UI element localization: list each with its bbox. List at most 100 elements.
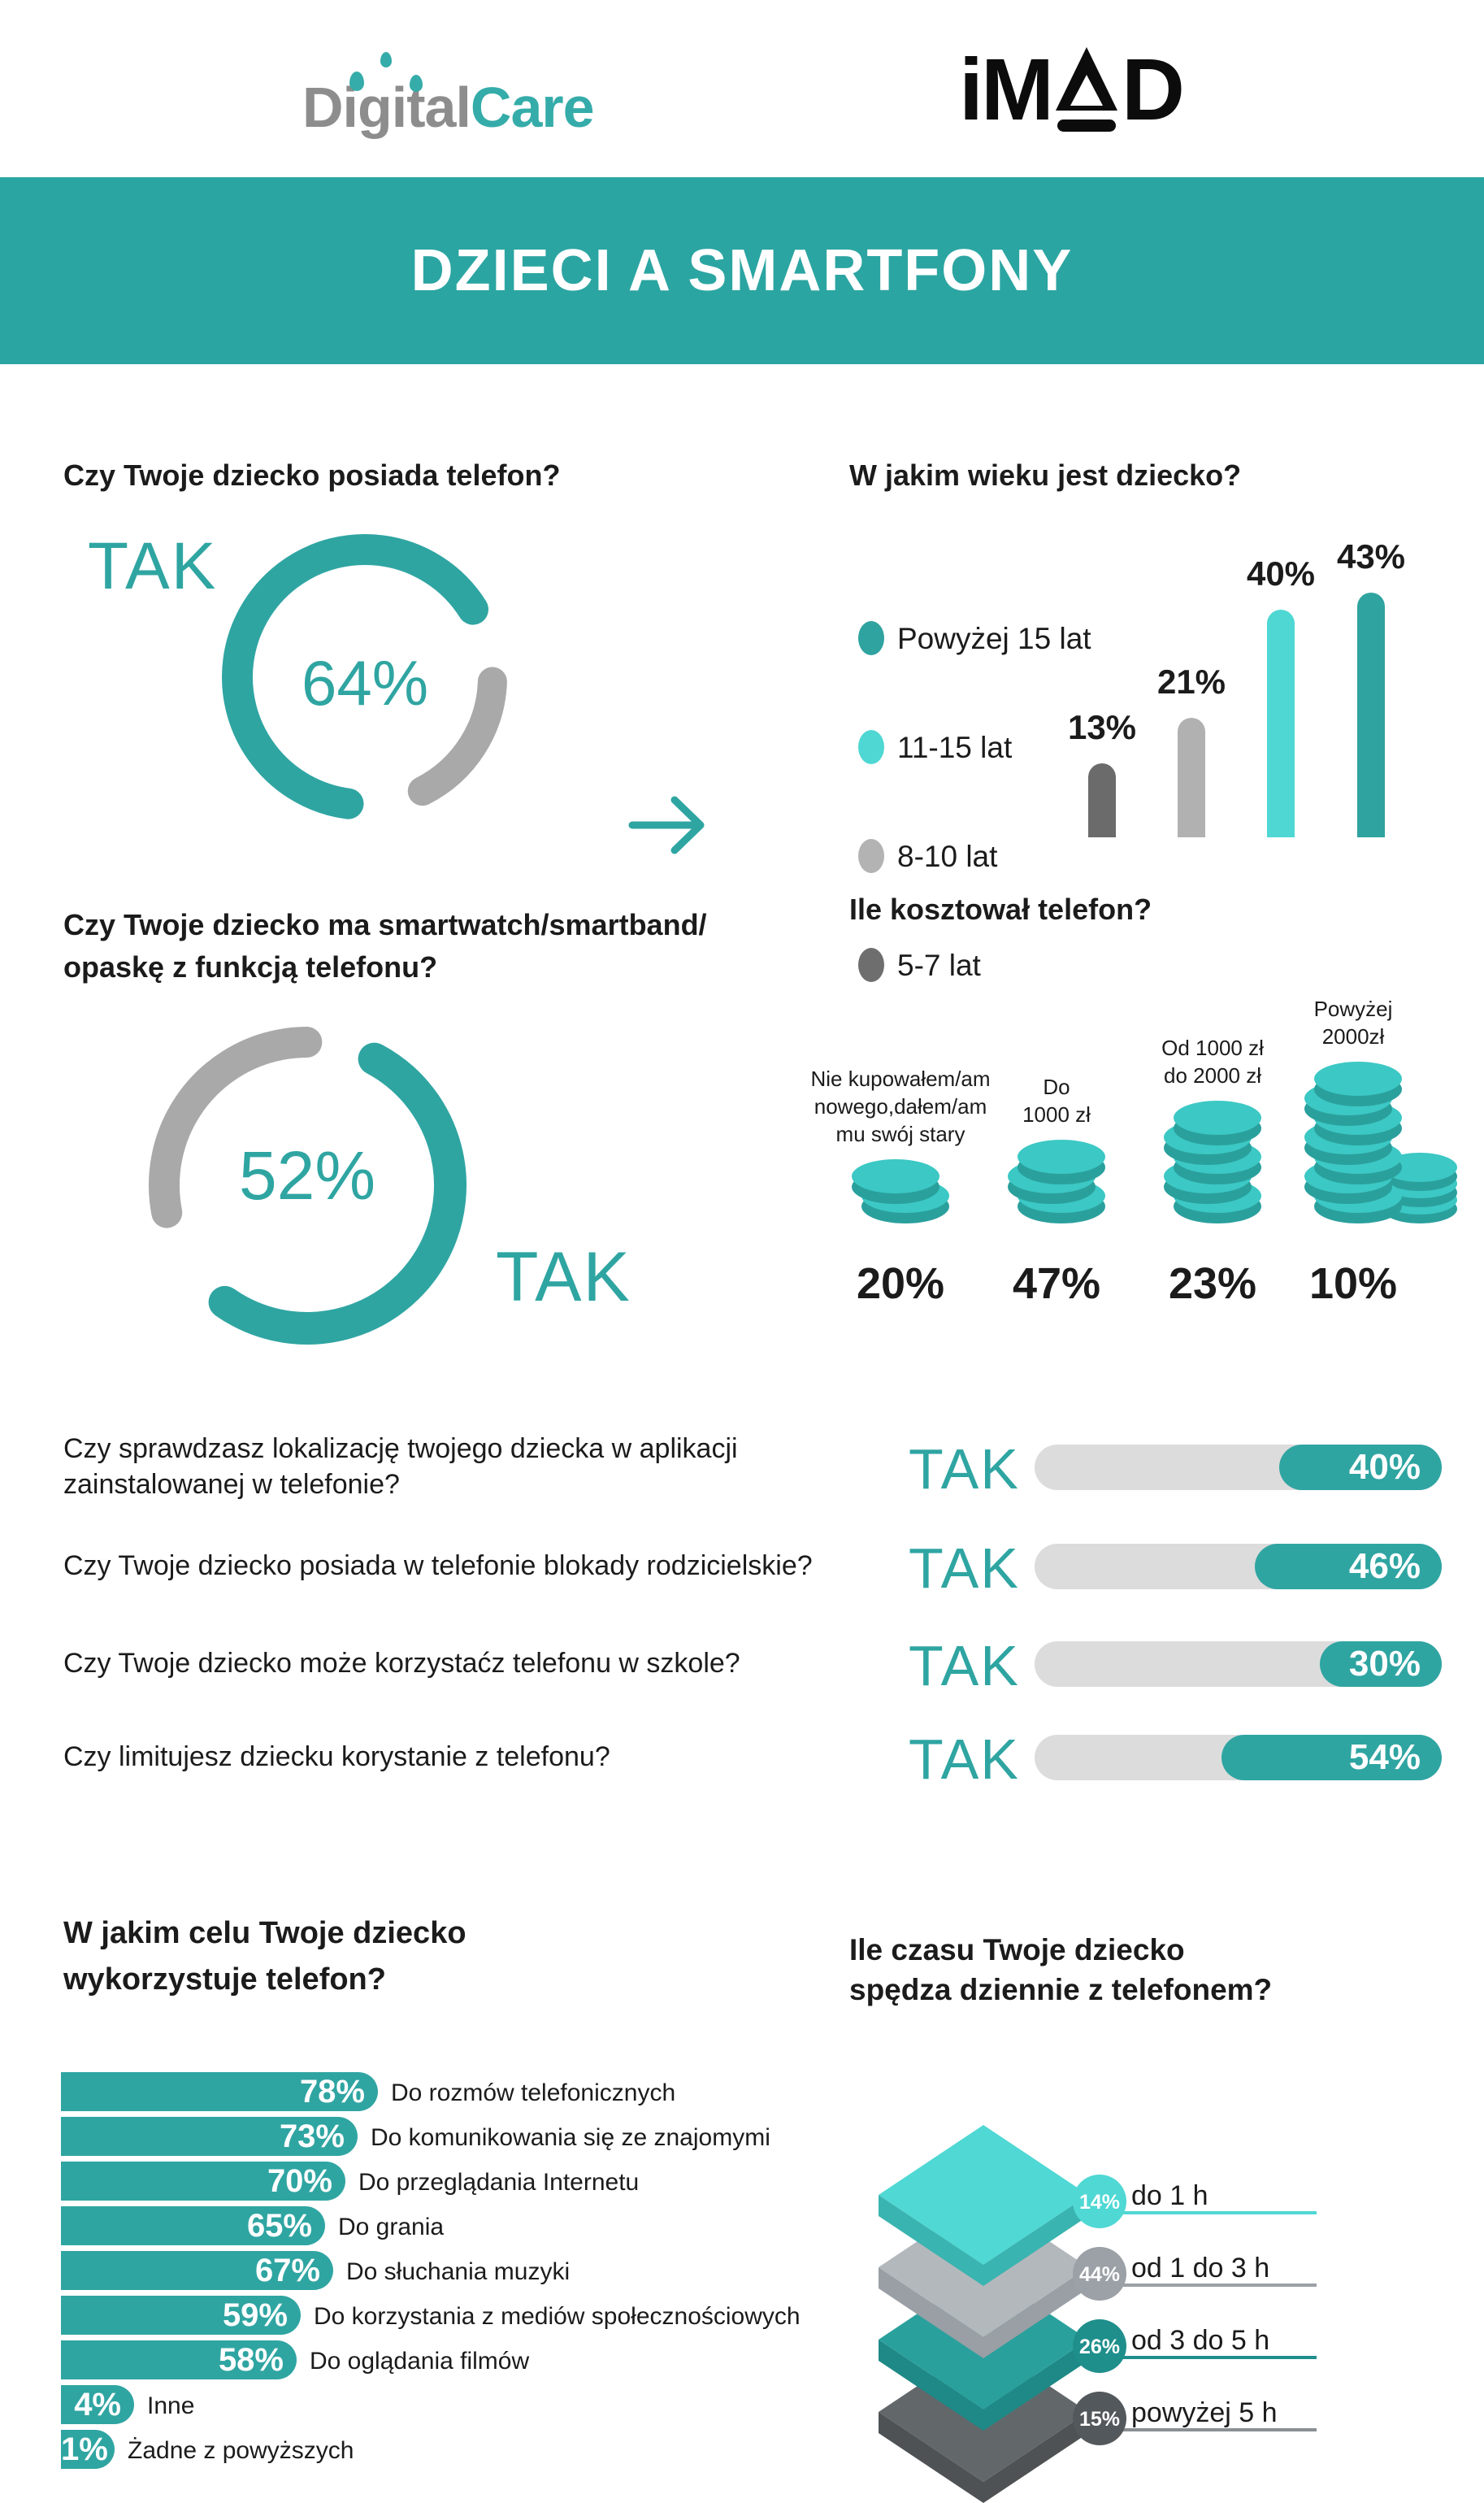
question-purpose-line1: W jakim celu Twoje dziecko [63,1916,466,1950]
cost-label-line: Powyżej [1313,997,1393,1021]
cost-label-line: do 2000 zł [1164,1063,1261,1088]
imad-triangle-inner [1070,75,1103,106]
purpose-bar-label-4: Do słuchania muzyki [346,2258,571,2285]
question-purpose-line2: wykorzystuje telefon? [63,1962,386,1997]
age-bar-1 [1178,718,1205,837]
time-row-circle-3 [1073,2392,1126,2445]
question-time-line2: spędza dziennie z telefonem? [849,1973,1273,2006]
age-legend-dot-1 [858,730,884,764]
age-legend-dot-2 [858,839,884,873]
purpose-bar-label-6: Do oglądania filmów [310,2348,530,2375]
cost-coin [1314,1062,1402,1106]
age-legend-dot-3 [858,948,884,982]
cost-label-2: Od 1000 zł do 2000 zł [1091,1034,1334,1089]
time-layer-side-right-2 [983,2340,1088,2431]
purpose-bar-0: 78% [61,2072,378,2111]
arrow-right-icon [628,796,705,854]
time-layer-side-right-3 [983,2412,1088,2503]
phone-donut-tak-label: TAK [88,529,218,603]
purpose-bar-label-7: Inne [147,2392,195,2419]
question-time-line1: Ile czasu Twoje dziecko [849,1933,1185,1966]
yes-question-line: Czy limitujesz dziecku korystanie z tele… [63,1741,610,1772]
purpose-bar-4: 67% [61,2251,333,2290]
yes-tak-label-2: TAK [909,1634,1020,1697]
time-row-label-3: powyżej 5 h [1131,2397,1278,2428]
smartwatch-donut-tak-label: TAK [496,1238,631,1316]
phone-donut-rest-arc [223,535,507,819]
imad-logo-d: D [1121,40,1185,138]
purpose-bar-7: 4% [61,2385,134,2424]
question-smartwatch-heading: Czy Twoje dziecko ma smartwatch/smartban… [63,904,707,989]
age-bar-2 [1267,610,1295,837]
coin-top-face [1018,1140,1105,1174]
yes-fill-3: 54% [1221,1735,1442,1780]
coin-top-face [852,1159,939,1193]
age-legend-label-0: Powyżej 15 lat [897,622,1091,655]
yes-track-1: 46% [1035,1544,1442,1589]
phone-donut-chart [222,534,508,820]
title-band: DZIECI A SMARTFONY [0,177,1484,364]
yes-question-line: zainstalowanej w telefonie? [63,1469,400,1500]
purpose-bar-label-1: Do komunikowania się ze znajomymi [371,2124,770,2151]
age-legend-label-1: 11-15 lat [897,731,1013,764]
smartwatch-donut-rest-arc [149,1027,466,1345]
question-smartwatch-line2: opaskę z funkcją telefonu? [63,950,438,984]
smartwatch-donut-chart [148,1026,466,1345]
time-row-line-2 [1097,2356,1317,2359]
time-row-line-1 [1097,2284,1317,2287]
phone-donut-value-arc [222,534,508,820]
cost-label-line: Nie kupowałem/am [810,1067,991,1091]
yes-question-3: Czy limitujesz dziecku korystanie z tele… [63,1739,900,1775]
time-row-label-2: od 3 do 5 h [1131,2325,1269,2356]
purpose-bar-2: 70% [61,2162,345,2201]
purpose-bar-label-5: Do korzystania z mediów społecznościowyc… [314,2303,801,2330]
purpose-bar-5: 59% [61,2296,301,2335]
time-layer-diagram: 14% do 1 h 44% od 1 do 3 h 26% od 3 do 5 h 15%… [879,2125,1317,2503]
digitalcare-drop-icon [349,72,364,91]
cost-coin [852,1159,939,1204]
smartwatch-donut-percent: 52% [238,1137,376,1214]
yes-question-1: Czy Twoje dziecko posiada w telefonie bl… [63,1548,900,1584]
age-bar-value-0: 13% [1067,708,1137,746]
time-row-percent-2: 26% [1079,2336,1120,2358]
cost-label-line: Od 1000 zł [1161,1036,1264,1060]
time-row-percent-1: 44% [1079,2263,1120,2286]
cost-label-3: Powyżej 2000zł [1231,995,1475,1050]
question-time-heading: Ile czasu Twoje dziecko spędza dziennie … [849,1930,1272,2010]
time-row-line-0 [1097,2211,1317,2214]
time-row-label-0: do 1 h [1131,2180,1208,2211]
question-purpose-heading: W jakim celu Twoje dziecko wykorzystuje … [63,1910,466,2003]
age-bar-0 [1088,763,1116,837]
cost-value-2: 23% [1168,1259,1257,1308]
cost-label-1: Do 1000 zł [935,1073,1178,1128]
purpose-bar-8: 1% [61,2430,115,2469]
yes-track-3: 54% [1035,1735,1442,1780]
digitalcare-drop-icon [410,75,423,92]
yes-question-0: Czy sprawdzasz lokalizację twojego dziec… [63,1431,900,1502]
yes-tak-label-0: TAK [909,1437,1020,1501]
time-row-line-3 [1097,2428,1317,2431]
cost-label-line: mu swój stary [835,1122,965,1146]
purpose-bar-3: 65% [61,2206,325,2245]
purpose-bar-6: 58% [61,2340,297,2379]
cost-label-line: Do [1043,1075,1070,1099]
cost-coin [1174,1101,1261,1145]
age-bar-value-1: 21% [1156,663,1226,701]
question-age-heading: W jakim wieku jest dziecko? [849,458,1242,492]
coin-top-face [1174,1101,1261,1135]
cost-label-line: nowego,dałem/am [814,1094,987,1119]
yes-fill-0: 40% [1279,1445,1442,1490]
time-layer-side-left-0 [879,2195,983,2286]
age-bar-3 [1357,593,1385,837]
yes-question-2: Czy Twoje dziecko może korzystaćz telefo… [63,1645,900,1681]
purpose-bar-label-0: Do rozmów telefonicznych [391,2079,676,2106]
age-legend-label-2: 8-10 lat [897,840,998,873]
purpose-bar-1: 73% [61,2117,358,2156]
time-row-circle-2 [1073,2319,1126,2373]
yes-fill-1: 46% [1255,1544,1442,1589]
imad-logo: iM D [959,40,1185,138]
yes-question-line: Czy Twoje dziecko może korzystaćz telefo… [63,1648,740,1679]
cost-label-line: 1000 zł [1022,1102,1091,1127]
imad-triangle-bar [1057,120,1116,132]
